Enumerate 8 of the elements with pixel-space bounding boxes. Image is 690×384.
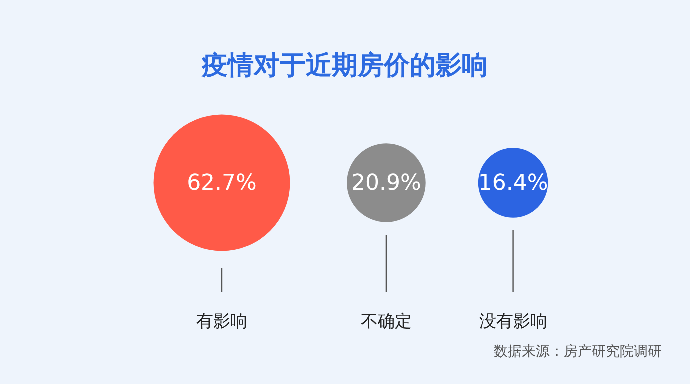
category-label: 有影响 xyxy=(196,312,248,332)
text: 疫情对于近期房价的影响 xyxy=(201,51,488,81)
data-label: 20.9% xyxy=(352,171,422,196)
category-label: 不确定 xyxy=(360,312,412,332)
data-label: 62.7% xyxy=(187,171,257,196)
source-note: 数据来源：房产研究院调研 xyxy=(494,344,662,360)
data-label: 16.4% xyxy=(478,171,548,196)
category-label: 没有影响 xyxy=(479,312,548,332)
